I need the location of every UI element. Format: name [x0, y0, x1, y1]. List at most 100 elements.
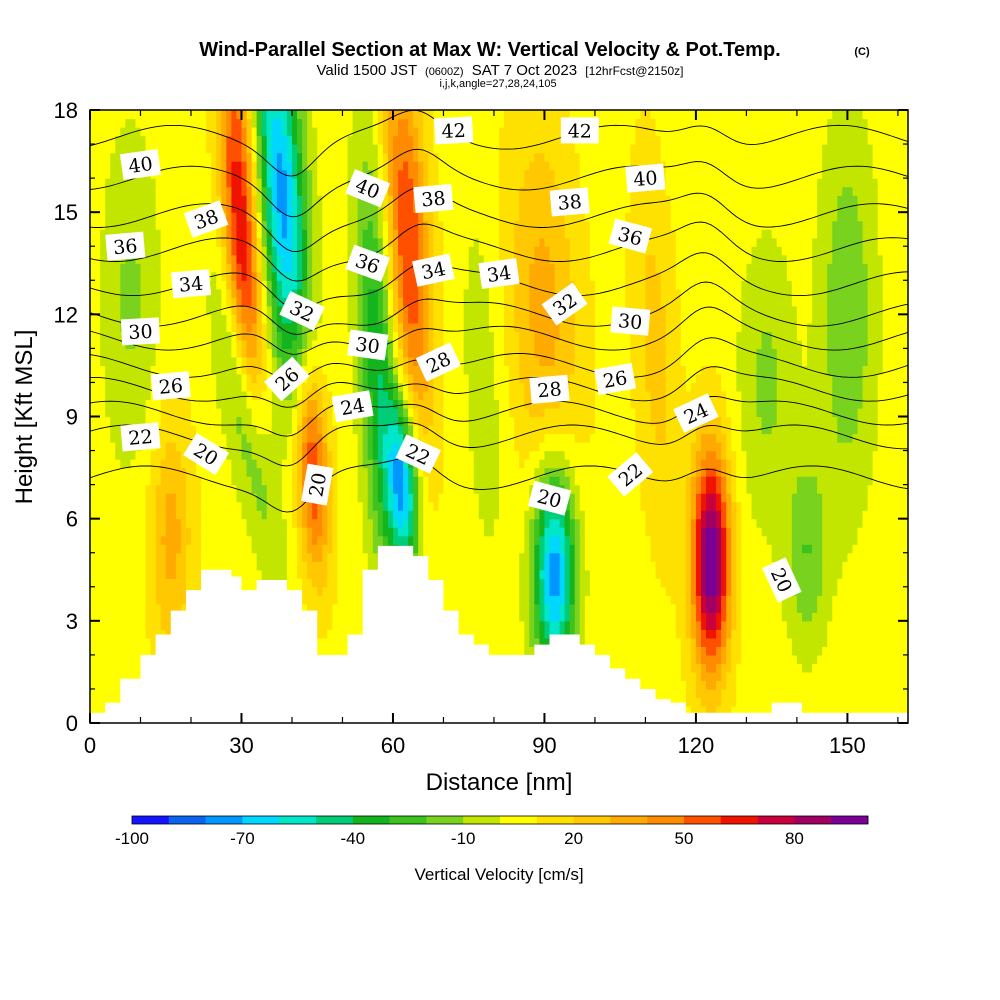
velocity-cell — [519, 629, 525, 639]
velocity-cell — [700, 552, 707, 562]
velocity-cell — [534, 569, 540, 579]
velocity-cell — [160, 535, 167, 545]
velocity-cell — [574, 569, 581, 579]
velocity-cell — [140, 527, 147, 537]
velocity-cell — [680, 578, 687, 588]
velocity-cell — [711, 578, 717, 588]
velocity-cell — [867, 518, 874, 528]
velocity-cell — [160, 510, 167, 520]
velocity-cell — [352, 493, 359, 503]
velocity-cell — [660, 518, 667, 528]
velocity-cell — [766, 501, 773, 511]
velocity-cell — [196, 518, 202, 528]
velocity-cell — [160, 586, 167, 596]
velocity-cell — [620, 578, 626, 588]
velocity-cell — [251, 493, 258, 503]
velocity-cell — [801, 663, 808, 673]
velocity-cell — [125, 476, 131, 486]
velocity-cell — [256, 493, 263, 503]
velocity-cell — [372, 467, 379, 477]
velocity-cell — [493, 620, 500, 630]
velocity-cell — [771, 476, 778, 486]
velocity-cell — [549, 612, 556, 622]
velocity-cell — [726, 561, 732, 571]
velocity-cell — [862, 569, 869, 579]
velocity-cell — [877, 535, 884, 545]
velocity-cell — [892, 654, 899, 664]
velocity-cell — [120, 484, 126, 494]
velocity-cell — [771, 637, 778, 647]
velocity-cell — [887, 603, 894, 613]
velocity-cell — [266, 552, 273, 562]
velocity-cell — [241, 578, 248, 588]
velocity-cell — [135, 569, 142, 579]
velocity-cell — [317, 561, 323, 571]
velocity-cell — [857, 535, 864, 545]
velocity-cell — [892, 612, 899, 622]
velocity-cell — [761, 612, 768, 622]
velocity-cell — [302, 544, 308, 554]
velocity-cell — [519, 467, 525, 477]
velocity-cell — [620, 493, 626, 503]
velocity-cell — [312, 552, 318, 562]
velocity-cell — [882, 646, 889, 656]
velocity-cell — [655, 612, 662, 622]
velocity-cell — [478, 578, 485, 588]
velocity-cell — [125, 654, 131, 664]
velocity-cell — [377, 501, 384, 511]
velocity-cell — [680, 510, 687, 520]
velocity-cell — [630, 544, 636, 554]
velocity-cell — [499, 544, 505, 554]
velocity-cell — [594, 501, 601, 511]
velocity-cell — [660, 493, 667, 503]
velocity-cell — [95, 578, 101, 588]
velocity-cell — [387, 484, 394, 494]
velocity-cell — [756, 535, 763, 545]
velocity-cell — [650, 680, 657, 690]
velocity-cell — [413, 518, 419, 528]
velocity-cell — [675, 544, 682, 554]
velocity-cell — [150, 484, 157, 494]
velocity-cell — [246, 476, 253, 486]
velocity-cell — [862, 501, 869, 511]
velocity-cell — [721, 518, 727, 528]
velocity-cell — [726, 544, 732, 554]
velocity-cell — [478, 561, 485, 571]
velocity-cell — [655, 671, 662, 682]
velocity-cell — [140, 501, 147, 511]
velocity-cell — [190, 561, 197, 571]
velocity-cell — [190, 459, 197, 469]
velocity-cell — [746, 680, 753, 690]
velocity-cell — [483, 535, 490, 545]
velocity-cell — [226, 535, 232, 545]
velocity-cell — [812, 646, 818, 656]
velocity-cell — [786, 476, 793, 486]
velocity-cell — [695, 527, 702, 537]
velocity-cell — [690, 484, 697, 494]
velocity-cell — [332, 637, 339, 647]
velocity-cell — [478, 527, 485, 537]
velocity-cell — [756, 612, 763, 622]
velocity-cell — [842, 705, 849, 716]
velocity-cell — [721, 578, 727, 588]
velocity-cell — [509, 578, 515, 588]
velocity-cell — [448, 484, 455, 494]
velocity-cell — [286, 501, 293, 511]
velocity-cell — [332, 518, 339, 528]
velocity-cell — [226, 476, 232, 486]
velocity-cell — [615, 612, 621, 622]
velocity-cell — [488, 459, 495, 469]
velocity-cell — [817, 484, 823, 494]
velocity-cell — [812, 595, 818, 605]
velocity-cell — [741, 535, 748, 545]
velocity-cell — [302, 595, 308, 605]
velocity-cell — [226, 501, 232, 511]
velocity-cell — [771, 544, 778, 554]
velocity-cell — [398, 535, 404, 545]
velocity-cell — [796, 484, 803, 494]
velocity-cell — [761, 629, 768, 639]
velocity-cell — [756, 646, 763, 656]
velocity-cell — [584, 544, 591, 554]
velocity-cell — [812, 578, 818, 588]
velocity-cell — [615, 637, 621, 647]
